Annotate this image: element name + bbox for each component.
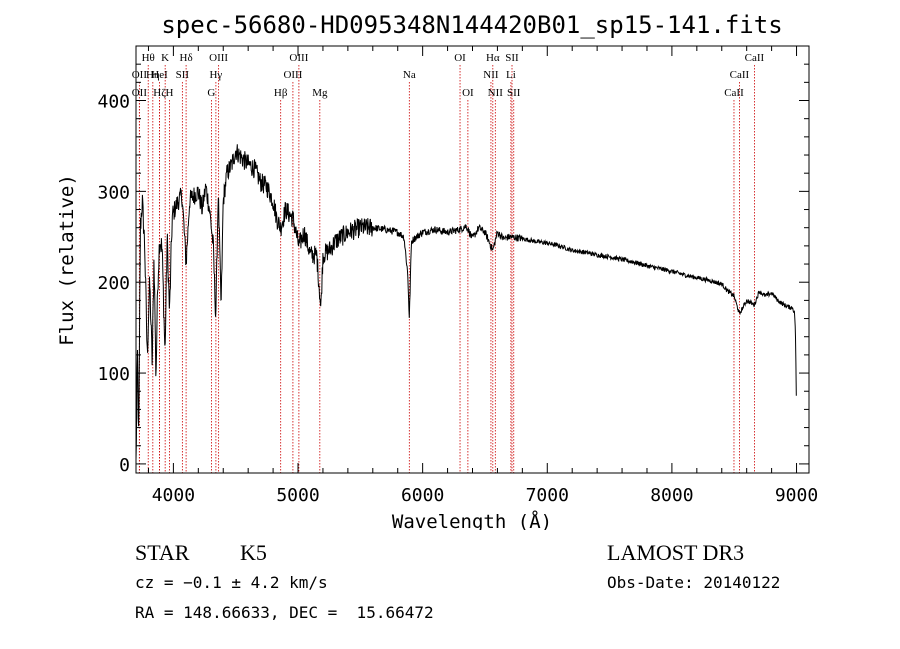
spectral-line-label: G — [207, 87, 215, 99]
plot-frame — [135, 45, 810, 474]
spectral-line-label: Hβ — [274, 87, 288, 99]
axis-ticks: 4000 5000 6000 7000 8000 9000 0 100 200 300 400 — [97, 46, 818, 506]
spectral-line-label: Hδ — [180, 52, 193, 64]
spectral-line-label: Hζ — [153, 87, 166, 99]
x-axis-label: Wavelength (Å) — [392, 510, 552, 530]
spectral-line-label: Mg — [312, 87, 328, 99]
x-tick-label: 7000 — [526, 485, 569, 506]
spectral-line-label: SII — [505, 52, 519, 64]
y-tick-label: 0 — [119, 455, 130, 476]
spectral-line-label: SII — [507, 87, 521, 99]
spectral-line-label: OI — [454, 52, 466, 64]
spectral-line-label: Hα — [486, 52, 500, 64]
spectral-line-label: OIII — [209, 52, 228, 64]
y-axis-label: Flux (relative) — [56, 174, 78, 346]
spectral-line-label: Hη — [146, 69, 160, 81]
spectral-line-label: OIII — [283, 69, 302, 81]
x-tick-label: 8000 — [650, 485, 693, 506]
spectrum-line — [135, 144, 797, 460]
spectral-line-label: OIII — [289, 52, 308, 64]
spectral-line-label: HeI — [151, 69, 168, 81]
y-tick-label: 200 — [97, 273, 130, 294]
observation-date: Obs-Date: 20140122 — [607, 573, 781, 592]
y-tick-label: 400 — [97, 92, 130, 113]
spectral-line-label: H — [166, 87, 174, 99]
y-tick-label: 300 — [97, 182, 130, 203]
object-class: STAR — [135, 540, 190, 565]
spectral-line-label: CaII — [730, 69, 750, 81]
spectral-line-label: NII — [488, 87, 504, 99]
spectrum-chart: spec-56680-HD095348N144420B01_sp15-141.f… — [56, 11, 818, 530]
spectral-line-label: CaII — [745, 52, 765, 64]
spectral-line-label: OII — [132, 87, 148, 99]
coordinates-readout: RA = 148.66633, DEC = 15.66472 — [135, 603, 434, 622]
spectral-line-label: SII — [176, 69, 190, 81]
x-tick-label: 5000 — [276, 485, 319, 506]
x-tick-label: 9000 — [775, 485, 818, 506]
spectral-line-label: K — [161, 52, 169, 64]
y-tick-label: 100 — [97, 364, 130, 385]
spectral-line-label: NII — [483, 69, 499, 81]
spectral-line-label: Hγ — [209, 69, 222, 81]
spectral-line-label: OI — [462, 87, 474, 99]
spectral-subclass: K5 — [240, 540, 267, 565]
x-tick-label: 6000 — [401, 485, 444, 506]
redshift-readout: cz = −0.1 ± 4.2 km/s — [135, 573, 328, 592]
spectral-line-label: Hθ — [142, 52, 155, 64]
chart-title: spec-56680-HD095348N144420B01_sp15-141.f… — [161, 11, 782, 39]
x-tick-label: 4000 — [152, 485, 195, 506]
survey-name: LAMOST DR3 — [607, 540, 745, 565]
spectral-line-label: CaII — [724, 87, 744, 99]
spectral-line-label: Li — [506, 69, 516, 81]
spectral-line-label: Na — [403, 69, 416, 81]
